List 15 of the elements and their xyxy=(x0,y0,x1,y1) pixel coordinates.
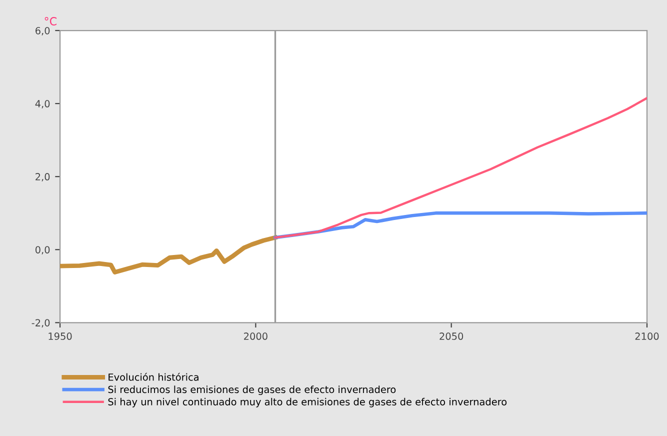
x-tick-label: 2000 xyxy=(244,332,268,340)
x-tick-label: 1950 xyxy=(48,332,72,340)
y-tick-label: 0,0 xyxy=(35,246,50,254)
line-series xyxy=(274,96,647,239)
y-tick-label: -2,0 xyxy=(32,319,50,328)
legend-label: Si hay un nivel continuado muy alto de emisiones de gases de efecto invernadero xyxy=(108,398,507,408)
y-tick-label: 4,0 xyxy=(35,100,50,108)
legend-label: Evolución histórica xyxy=(108,372,198,381)
y-axis-title: °C xyxy=(44,17,56,26)
x-tick-label: 2050 xyxy=(440,332,464,340)
y-tick-label: 6,0 xyxy=(36,27,50,36)
y-tick-label: 2,0 xyxy=(36,173,50,182)
x-tick-label: 2100 xyxy=(635,332,659,340)
legend-label: Si reducimos las emisiones de gases de efecto invernadero xyxy=(108,386,396,396)
line-series xyxy=(60,235,278,274)
